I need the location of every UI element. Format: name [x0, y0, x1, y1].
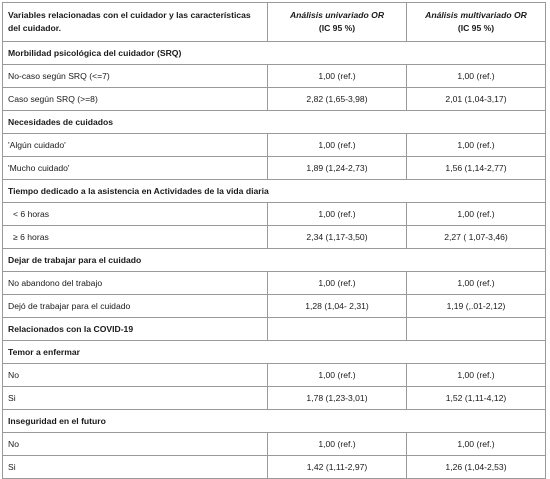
- univariate-or: 1,00 (ref.): [267, 133, 407, 157]
- univariate-or: 1,00 (ref.): [267, 432, 407, 456]
- row-label: No-caso según SRQ (<=7): [2, 64, 268, 88]
- section-title: Temor a enfermar: [2, 340, 546, 364]
- header-multivariate-title: Análisis multivariado OR: [425, 10, 527, 20]
- table-row: ≥ 6 horas 2,34 (1,17-3,50) 2,27 ( 1,07-3,4…: [2, 225, 546, 249]
- section-row: Temor a enfermar: [2, 340, 546, 364]
- multivariate-or: 1,52 (1,11-4,12): [406, 386, 546, 410]
- univariate-or: 1,28 (1,04- 2,31): [267, 294, 407, 318]
- multivariate-or: 1,00 (ref.): [406, 363, 546, 387]
- section-title: Inseguridad en el futuro: [2, 409, 546, 433]
- section-title: Dejar de trabajar para el cuidado: [2, 248, 546, 272]
- section-title: Morbilidad psicológica del cuidador (SRQ…: [2, 41, 546, 65]
- univariate-or: 1,00 (ref.): [267, 64, 407, 88]
- row-label: 'Algún cuidado': [2, 133, 268, 157]
- table-row: No abandono del trabajo 1,00 (ref.) 1,00 (…: [2, 271, 546, 295]
- table-header: Variables relacionadas con el cuidador y…: [2, 2, 546, 42]
- table-row: No 1,00 (ref.) 1,00 (ref.): [2, 432, 546, 456]
- header-variables: Variables relacionadas con el cuidador y…: [2, 2, 268, 42]
- table-row: 'Algún cuidado' 1,00 (ref.) 1,00 (ref.): [2, 133, 546, 157]
- univariate-or: 1,89 (1,24-2,73): [267, 156, 407, 180]
- univariate-or: 1,42 (1,11-2,97): [267, 455, 407, 479]
- table-row: Si 1,78 (1,23-3,01) 1,52 (1,11-4,12): [2, 386, 546, 410]
- table-body: Morbilidad psicológica del cuidador (SRQ…: [2, 41, 546, 479]
- multivariate-or: 1,00 (ref.): [406, 202, 546, 226]
- header-univariate-ci: (IC 95 %): [318, 23, 356, 33]
- table-row: No-caso según SRQ (<=7) 1,00 (ref.) 1,00 (…: [2, 64, 546, 88]
- univariate-or: 1,00 (ref.): [267, 271, 407, 295]
- row-label: No: [2, 363, 268, 387]
- row-label: Dejó de trabajar para el cuidado: [2, 294, 268, 318]
- header-univariate: Análisis univariado OR (IC 95 %): [267, 2, 407, 42]
- row-label: ≥ 6 horas: [2, 225, 268, 249]
- section-row: Inseguridad en el futuro: [2, 409, 546, 433]
- table-row: Si 1,42 (1,11-2,97) 1,26 (1,04-2,53): [2, 455, 546, 479]
- section-row: Morbilidad psicológica del cuidador (SRQ…: [2, 41, 546, 65]
- multivariate-or: 1,19 (,.01-2,12): [406, 294, 546, 318]
- section-title: Necesidades de cuidados: [2, 110, 546, 134]
- section-title: Tiempo dedicado a la asistencia en Activ…: [2, 179, 546, 203]
- header-multivariate-ci: (IC 95 %): [457, 23, 495, 33]
- row-label: < 6 horas: [2, 202, 268, 226]
- table-row: Caso según SRQ (>=8) 2,82 (1,65-3,98) 2,01…: [2, 87, 546, 111]
- section-row: Relacionados con la COVID-19: [2, 317, 546, 341]
- multivariate-or: 1,56 (1,14-2,77): [406, 156, 546, 180]
- table-row: < 6 horas 1,00 (ref.) 1,00 (ref.): [2, 202, 546, 226]
- univariate-or: 2,34 (1,17-3,50): [267, 225, 407, 249]
- section-row: Dejar de trabajar para el cuidado: [2, 248, 546, 272]
- multivariate-or: 1,26 (1,04-2,53): [406, 455, 546, 479]
- empty-cell: [267, 317, 407, 341]
- row-label: No abandono del trabajo: [2, 271, 268, 295]
- section-title: Relacionados con la COVID-19: [2, 317, 268, 341]
- section-row: Necesidades de cuidados: [2, 110, 546, 134]
- multivariate-or: 1,00 (ref.): [406, 432, 546, 456]
- multivariate-or: 2,01 (1,04-3,17): [406, 87, 546, 111]
- multivariate-or: 1,00 (ref.): [406, 64, 546, 88]
- multivariate-or: 2,27 ( 1,07-3,46): [406, 225, 546, 249]
- row-label: No: [2, 432, 268, 456]
- table-row: 'Mucho cuidado' 1,89 (1,24-2,73) 1,56 (1,1…: [2, 156, 546, 180]
- row-label: Caso según SRQ (>=8): [2, 87, 268, 111]
- table-row: No 1,00 (ref.) 1,00 (ref.): [2, 363, 546, 387]
- multivariate-or: 1,00 (ref.): [406, 271, 546, 295]
- empty-cell: [406, 317, 546, 341]
- row-label: Si: [2, 455, 268, 479]
- row-label: 'Mucho cuidado': [2, 156, 268, 180]
- multivariate-or: 1,00 (ref.): [406, 133, 546, 157]
- univariate-or: 1,78 (1,23-3,01): [267, 386, 407, 410]
- table-row: Dejó de trabajar para el cuidado 1,28 (1,…: [2, 294, 546, 318]
- header-multivariate: Análisis multivariado OR (IC 95 %): [406, 2, 546, 42]
- header-univariate-title: Análisis univariado OR: [289, 10, 385, 20]
- univariate-or: 2,82 (1,65-3,98): [267, 87, 407, 111]
- row-label: Si: [2, 386, 268, 410]
- univariate-or: 1,00 (ref.): [267, 363, 407, 387]
- section-row: Tiempo dedicado a la asistencia en Activ…: [2, 179, 546, 203]
- univariate-or: 1,00 (ref.): [267, 202, 407, 226]
